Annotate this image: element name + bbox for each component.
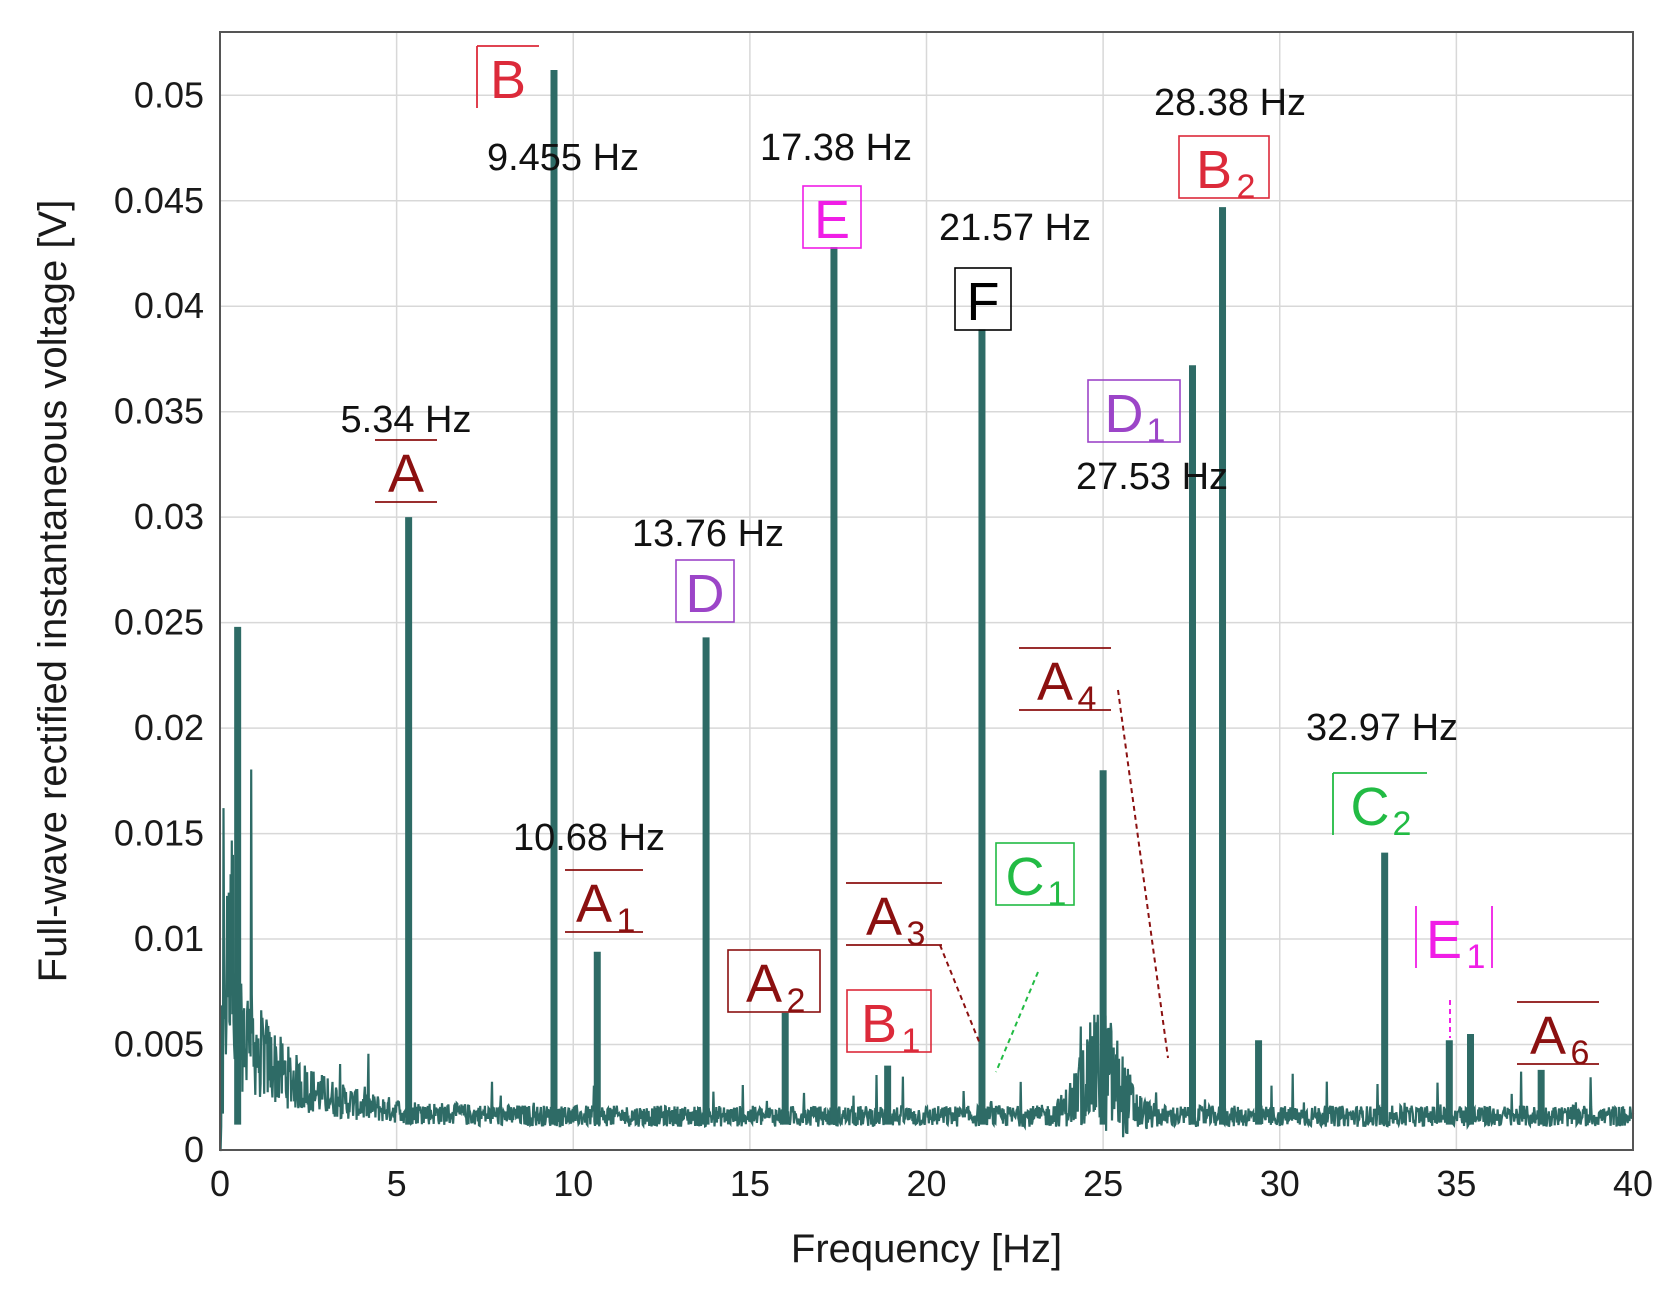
peak-subscript: 1 <box>902 1022 921 1060</box>
y-axis-label: Full-wave rectified instantaneous voltag… <box>31 200 75 983</box>
peak-frequency-label: 32.97 Hz <box>1306 707 1458 749</box>
peak-frequency-label: 13.76 Hz <box>632 513 784 555</box>
peak-letter: C <box>1006 847 1045 907</box>
peak-letter: A <box>1530 1006 1566 1066</box>
peak-subscript: 1 <box>1048 875 1067 913</box>
peak-subscript: 2 <box>1237 168 1256 206</box>
peak-letter: B <box>1196 140 1232 200</box>
peak-letter: F <box>967 272 1000 332</box>
label-box <box>846 989 932 1053</box>
peak-frequency-label: 28.38 Hz <box>1154 82 1306 124</box>
peak-letter: A <box>866 887 902 947</box>
label-box <box>675 559 735 623</box>
spectrum-series <box>219 69 1635 1152</box>
annotation-f: F 21.57 Hz <box>939 207 1091 332</box>
x-tick-label: 40 <box>1613 1163 1653 1204</box>
x-tick-label: 25 <box>1083 1163 1123 1204</box>
x-tick-label: 0 <box>210 1163 230 1204</box>
peak-letter: A <box>576 874 612 934</box>
peak-frequency-label: 5.34 Hz <box>341 399 472 441</box>
label-box <box>995 842 1075 906</box>
x-axis-label: Frequency [Hz] <box>791 1227 1062 1271</box>
y-tick-label: 0.045 <box>114 180 204 221</box>
leader-line <box>995 971 1039 1073</box>
annotation-a: A5.34 Hz <box>341 399 472 504</box>
y-tick-label: 0.02 <box>134 707 204 748</box>
y-tick-label: 0.035 <box>114 391 204 432</box>
peak-subscript: 2 <box>1393 805 1412 843</box>
peak-letter: B <box>861 994 897 1054</box>
label-box <box>727 949 821 1013</box>
x-tick-label: 15 <box>730 1163 770 1204</box>
label-box <box>1087 379 1181 443</box>
noise-floor-trace <box>219 769 1635 1152</box>
y-tick-label: 0.03 <box>134 496 204 537</box>
label-box <box>954 267 1012 331</box>
peak-frequency-label: 10.68 Hz <box>513 817 665 859</box>
y-tick-label: 0.015 <box>114 813 204 854</box>
peak-frequency-label: 27.53 Hz <box>1076 456 1228 498</box>
peak-subscript: 2 <box>787 982 806 1020</box>
leader-lines <box>939 689 1451 1073</box>
plot-frame <box>219 31 1634 1151</box>
peak-subscript: 4 <box>1078 680 1097 718</box>
peak-subscript: 3 <box>907 915 926 953</box>
annotation-e: E 17.38 Hz <box>760 127 912 250</box>
annotation-b: B 9.455 Hz <box>476 45 639 179</box>
peak-letter: A <box>388 444 424 504</box>
peak-letter: A <box>746 954 782 1014</box>
peak-letter: A <box>1037 652 1073 712</box>
x-tick-label: 20 <box>906 1163 946 1204</box>
x-tick-label: 5 <box>387 1163 407 1204</box>
y-tick-label: 0.005 <box>114 1024 204 1065</box>
peak-frequency-label: 9.455 Hz <box>487 137 639 179</box>
y-tick-label: 0 <box>184 1129 204 1170</box>
x-tick-label: 30 <box>1260 1163 1300 1204</box>
x-tick-label: 10 <box>553 1163 593 1204</box>
y-tick-label: 0.04 <box>134 285 204 326</box>
peak-letter: B <box>490 50 526 110</box>
label-box <box>1178 135 1270 199</box>
annotation-b2: B 2 28.38 Hz <box>1154 82 1306 206</box>
x-tick-label: 35 <box>1436 1163 1476 1204</box>
peak-letter: C <box>1351 777 1390 837</box>
y-tick-label: 0.025 <box>114 602 204 643</box>
y-tick-label: 0.01 <box>134 918 204 959</box>
peak-frequency-label: 17.38 Hz <box>760 127 912 169</box>
axis-ticks: 0 5 10 15 20 25 30 35 40 0 0.005 0.01 0.015 0.02 0.025… <box>114 74 1653 1204</box>
annotation-c2: C 2 32.97 Hz <box>1306 707 1458 843</box>
peak-letter: E <box>814 190 850 250</box>
annotation-a1: A 1 10.68 Hz <box>513 817 665 940</box>
leader-line <box>1117 689 1169 1059</box>
peak-subscript: 6 <box>1571 1034 1590 1072</box>
peak-letter: D <box>1105 384 1144 444</box>
y-tick-label: 0.05 <box>134 74 204 115</box>
peak-subscript: 1 <box>1467 938 1486 976</box>
annotation-d: D 13.76 Hz <box>632 513 784 624</box>
peak-letter: E <box>1426 910 1462 970</box>
peak-subscript: 1 <box>617 902 636 940</box>
annotation-d1: D 1 27.53 Hz <box>1076 379 1228 498</box>
peak-letter: D <box>686 564 725 624</box>
label-box <box>802 185 862 249</box>
peak-frequency-label: 21.57 Hz <box>939 207 1091 249</box>
peak-subscript: 1 <box>1147 412 1166 450</box>
